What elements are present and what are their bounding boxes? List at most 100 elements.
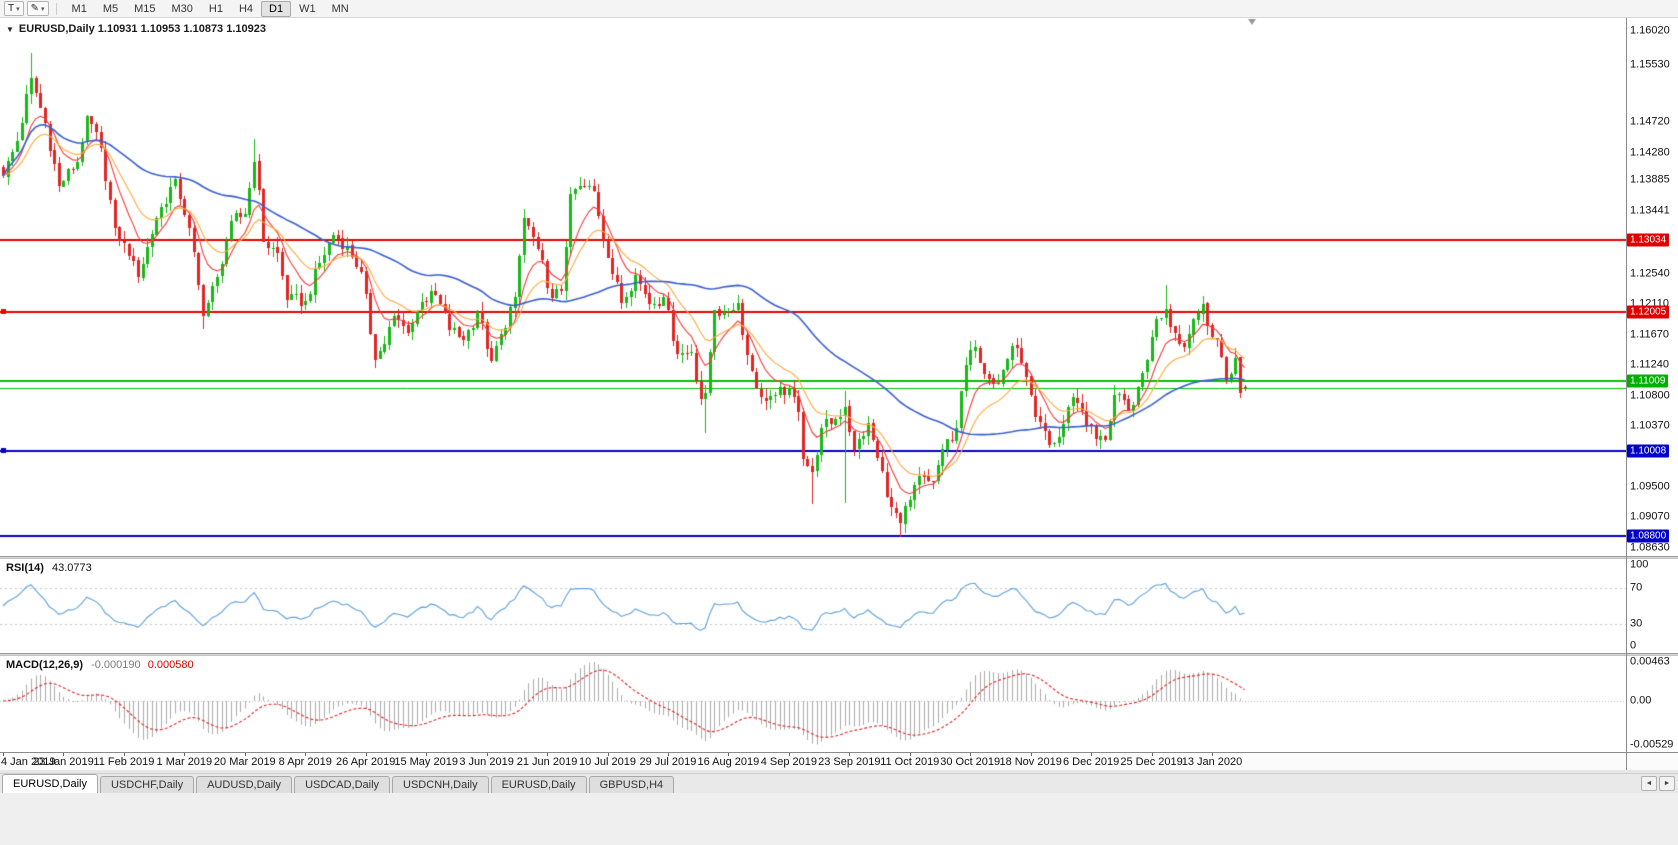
date-tick <box>547 753 548 756</box>
price-tag: 1.12005 <box>1627 305 1670 319</box>
price-tag: 1.08800 <box>1627 529 1670 543</box>
timeframe-button-h1[interactable]: H1 <box>201 1 231 17</box>
chevron-down-icon: ▾ <box>16 5 20 13</box>
panel-splitter[interactable] <box>0 653 1678 656</box>
price-tag: 1.13034 <box>1627 233 1670 247</box>
pencil-icon: ✎ <box>30 3 40 14</box>
date-label: 29 Jul 2019 <box>639 756 697 768</box>
date-label: 23 Jan 2019 <box>33 756 94 768</box>
date-tick <box>366 753 367 756</box>
top-toolbar: T ▾ ✎ ▾ M1 M5 M15 M30 H1 H4 D1 W1 MN <box>0 0 1678 18</box>
timeframe-button-w1[interactable]: W1 <box>291 1 324 17</box>
rsi-scale-label: 0 <box>1630 639 1637 652</box>
bottom-filler <box>0 793 1678 845</box>
price-axis-label: 1.09070 <box>1630 510 1670 523</box>
price-axis-label: 1.12110 <box>1630 297 1669 310</box>
timeframe-group: M1 M5 M15 M30 H1 H4 D1 W1 MN <box>64 0 357 17</box>
macd-scale-axis[interactable]: 0.00463 0.00 -0.00529 <box>1626 656 1678 752</box>
ohlc-text: EURUSD,Daily 1.10931 1.10953 1.10873 1.1… <box>18 23 266 35</box>
main-chart-panel: 1.16020 1.15530 1.14720 1.14280 1.13885 1.134… <box>0 18 1678 556</box>
date-tick <box>910 753 911 756</box>
date-tick <box>1091 753 1092 756</box>
date-tick <box>1152 753 1153 756</box>
drawing-tool-button[interactable]: ✎ ▾ <box>26 1 49 16</box>
date-label: 8 Apr 2019 <box>278 756 332 768</box>
text-tool-label: T <box>8 3 15 14</box>
timeframe-button-m5[interactable]: M5 <box>95 1 126 17</box>
date-tick <box>305 753 306 756</box>
timeframe-button-h4[interactable]: H4 <box>231 1 261 17</box>
rsi-scale-label: 30 <box>1630 617 1643 630</box>
date-tick <box>1212 753 1213 756</box>
date-label: 10 Jul 2019 <box>579 756 636 768</box>
date-tick <box>789 753 790 756</box>
date-tick <box>184 753 185 756</box>
price-tag: 1.10008 <box>1627 444 1670 458</box>
price-axis-label: 1.08630 <box>1630 541 1670 554</box>
price-tag: 1.11009 <box>1627 374 1669 388</box>
tab-scroll-left-button[interactable]: ◄ <box>1641 776 1657 791</box>
rsi-scale-axis[interactable]: 100 70 30 0 <box>1626 559 1678 653</box>
date-label: 18 Nov 2019 <box>999 756 1062 768</box>
chart-tab-usdchf-daily-1[interactable]: USDCHF,Daily <box>99 776 195 793</box>
timeframe-button-mn[interactable]: MN <box>324 1 357 17</box>
chart-tabs: EURUSD,Daily USDCHF,Daily AUDUSD,Daily USDC… <box>2 774 676 793</box>
date-tick <box>608 753 609 756</box>
date-tick <box>728 753 729 756</box>
rsi-canvas[interactable] <box>0 559 1626 653</box>
macd-label: MACD(12,26,9) -0.000190 0.000580 <box>6 659 194 671</box>
rsi-panel: 100 70 30 0 RSI(14) 43.0773 <box>0 559 1678 653</box>
macd-canvas[interactable] <box>0 656 1626 752</box>
macd-name: MACD(12,26,9) <box>6 659 84 671</box>
date-label: 30 Oct 2019 <box>940 756 1001 768</box>
macd-scale-label: 0.00 <box>1630 694 1652 707</box>
date-label: 21 Jun 2019 <box>516 756 578 768</box>
rsi-scale-label: 70 <box>1630 581 1643 594</box>
text-tool-button[interactable]: T ▾ <box>4 1 24 16</box>
macd-signal-value: 0.000580 <box>147 659 194 671</box>
statusbar-gap <box>0 770 1678 773</box>
chart-tab-audusd-daily-2[interactable]: AUDUSD,Daily <box>196 776 293 793</box>
price-axis-label: 1.14720 <box>1630 115 1670 128</box>
date-label: 6 Dec 2019 <box>1062 756 1120 768</box>
symbol-dropdown-icon: ▼ <box>6 24 14 34</box>
macd-scale-label: -0.00529 <box>1630 738 1674 751</box>
date-label: 11 Oct 2019 <box>880 756 940 768</box>
date-label: 16 Aug 2019 <box>697 756 760 768</box>
price-axis-label: 1.11670 <box>1630 328 1669 341</box>
date-label: 3 Jun 2019 <box>459 756 514 768</box>
chart-tab-eurusd-daily-5[interactable]: EURUSD,Daily <box>490 776 587 793</box>
date-tick <box>426 753 427 756</box>
price-axis-label: 1.12540 <box>1630 267 1670 280</box>
rsi-name: RSI(14) <box>6 562 44 574</box>
chart-tab-usdcnh-daily-4[interactable]: USDCNH,Daily <box>392 776 489 793</box>
chart-tab-usdcad-daily-3[interactable]: USDCAD,Daily <box>294 776 391 793</box>
ohlc-readout: ▼ EURUSD,Daily 1.10931 1.10953 1.10873 1… <box>6 23 266 35</box>
time-axis[interactable]: 4 Jan 2019 23 Jan 2019 11 Feb 2019 1 Mar 20… <box>0 752 1678 770</box>
timeframe-button-d1[interactable]: D1 <box>261 0 292 17</box>
chart-tab-eurusd-daily-0[interactable]: EURUSD,Daily <box>2 774 98 793</box>
date-tick <box>1031 753 1032 756</box>
rsi-scale-label: 100 <box>1630 559 1649 571</box>
date-tick <box>849 753 850 756</box>
price-axis-label: 1.13885 <box>1630 173 1670 186</box>
chart-tab-gbpusd-h4-6[interactable]: GBPUSD,H4 <box>588 776 675 793</box>
macd-panel: 0.00463 0.00 -0.00529 MACD(12,26,9) -0.000… <box>0 656 1678 752</box>
macd-main-value: -0.000190 <box>91 659 141 671</box>
panel-splitter[interactable] <box>0 556 1678 559</box>
timeframe-button-m15[interactable]: M15 <box>126 1 163 17</box>
date-tick <box>124 753 125 756</box>
date-label: 4 Jan 2019 <box>1 756 56 768</box>
price-axis-label: 1.09500 <box>1630 480 1670 493</box>
timeframe-button-m30[interactable]: M30 <box>164 1 201 17</box>
timeframe-button-m1[interactable]: M1 <box>64 1 95 17</box>
date-tick <box>487 753 488 756</box>
date-label: 11 Feb 2019 <box>93 756 155 768</box>
tab-scroll-right-button[interactable]: ► <box>1659 776 1675 791</box>
price-axis-label: 1.15530 <box>1630 58 1670 71</box>
date-label: 4 Sep 2019 <box>760 756 817 768</box>
price-chart-canvas[interactable] <box>0 18 1626 556</box>
price-axis[interactable]: 1.16020 1.15530 1.14720 1.14280 1.13885 1.134… <box>1626 18 1678 556</box>
date-tick <box>668 753 669 756</box>
